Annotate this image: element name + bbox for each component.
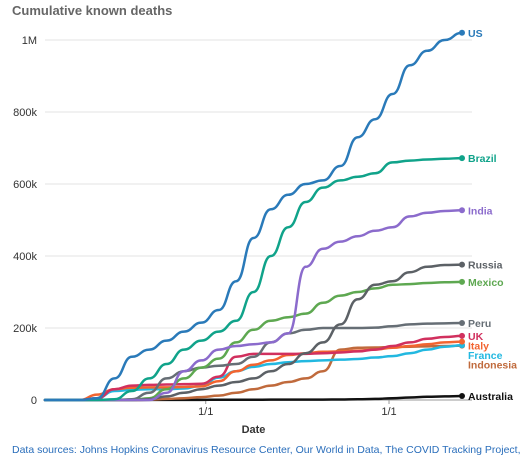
- series-label-russia: Russia: [468, 260, 503, 272]
- series-end-point-brazil: [459, 155, 465, 162]
- series-end-point-australia: [459, 393, 465, 400]
- chart-title: Cumulative known deaths: [12, 3, 173, 18]
- series-end-point-mexico: [459, 278, 465, 285]
- series-end-point-peru: [459, 319, 465, 326]
- series-line-brazil: [43, 156, 464, 402]
- series-label-mexico: Mexico: [468, 277, 504, 289]
- series-label-france: France: [468, 350, 503, 362]
- series-label-uk: UK: [468, 331, 484, 343]
- y-tick-label: 1M: [22, 35, 37, 47]
- series-end-point-russia: [459, 261, 465, 268]
- y-tick-label: 200k: [13, 323, 37, 335]
- x-tick-label: 1/1: [198, 406, 213, 418]
- series-label-india: India: [468, 205, 493, 217]
- series-label-brazil: Brazil: [468, 153, 497, 165]
- series-line-us: [43, 31, 464, 402]
- series-label-indonesia: Indonesia: [468, 359, 517, 371]
- series-label-italy: Italy: [468, 340, 489, 352]
- x-axis-title: Date: [242, 424, 266, 436]
- series-lines: [43, 29, 465, 402]
- series-end-point-italy: [459, 338, 465, 345]
- series-line-france: [43, 344, 464, 402]
- x-axis-tick-labels: 1/1 1/1: [198, 400, 397, 418]
- series-end-point-us: [459, 29, 465, 36]
- x-tick-label: 1/1: [381, 406, 396, 418]
- y-tick-label: 400k: [13, 251, 37, 263]
- series-labels: US Brazil India Russia Mexico PeruUKItalyFran…: [468, 28, 517, 403]
- series-end-point-india: [459, 207, 465, 214]
- series-label-us: US: [468, 28, 483, 40]
- series-label-peru: Peru: [468, 318, 491, 330]
- y-axis-tick-labels: 0 200k 400k 600k 800k 1M: [13, 35, 37, 407]
- line-chart: 0 200k 400k 600k 800k 1M 1/1 1/1 US Brazil India…: [13, 28, 517, 436]
- y-tick-label: 0: [31, 395, 37, 407]
- source-note: Data sources: Johns Hopkins Coronavirus …: [12, 444, 521, 456]
- y-tick-label: 800k: [13, 107, 37, 119]
- series-end-point-uk: [459, 332, 465, 339]
- series-line-uk: [43, 334, 464, 402]
- y-tick-label: 600k: [13, 179, 37, 191]
- series-label-australia: Australia: [468, 391, 513, 403]
